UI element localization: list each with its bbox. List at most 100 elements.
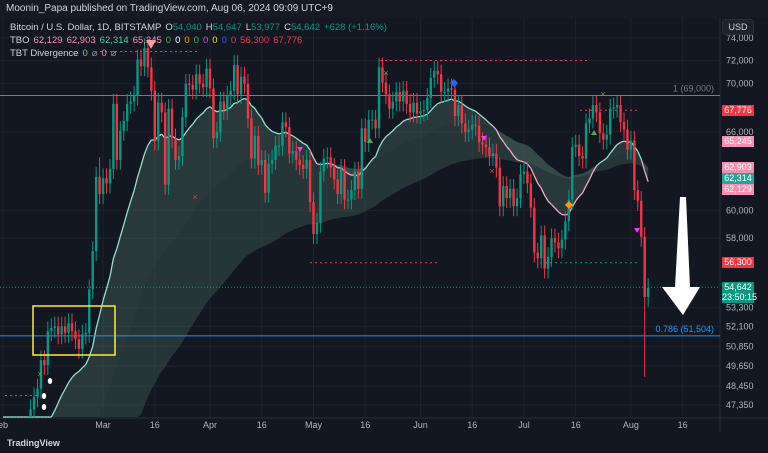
candle-body	[546, 256, 550, 269]
candle-body	[377, 67, 381, 129]
ma-line-segment	[547, 200, 553, 206]
ma-line-segment	[485, 119, 490, 124]
candle-body	[602, 133, 605, 140]
candle-body	[436, 70, 439, 75]
y-tick-label: 50,850	[726, 341, 754, 351]
candle-body	[646, 287, 650, 297]
ma-line-segment	[409, 116, 414, 120]
ma-line-segment	[306, 144, 311, 151]
ma-line-segment	[606, 152, 611, 159]
candle-body	[336, 179, 339, 195]
x-tick-label: Mar	[95, 420, 111, 430]
ma-line-segment	[502, 141, 508, 148]
candle-body	[515, 198, 519, 207]
y-tick-label: 60,000	[726, 205, 754, 215]
close-value: 54,642	[290, 22, 321, 33]
candle-body	[398, 91, 401, 102]
candle-body	[453, 89, 457, 117]
ma-line-segment	[333, 164, 339, 169]
candle-body	[112, 103, 115, 169]
symbol-title: Bitcoin / U.S. Dollar, 1D, BITSTAMP	[10, 22, 162, 33]
candle-body	[57, 326, 60, 335]
candle-body	[267, 163, 270, 193]
ma-line-segment	[230, 102, 235, 108]
ma-line-segment	[489, 122, 494, 127]
candle-body	[550, 238, 553, 257]
candle-body	[329, 157, 332, 168]
candle-body	[284, 122, 288, 128]
candle-body	[443, 91, 446, 93]
currency-button[interactable]: USD	[722, 19, 754, 35]
ma-line-segment	[461, 102, 466, 107]
candle-body	[502, 186, 505, 207]
ma-line-segment	[126, 201, 132, 213]
candle-body	[357, 171, 360, 189]
candle-body	[174, 138, 177, 160]
candle-body	[629, 140, 633, 150]
candle-body	[374, 119, 377, 129]
ma-line-segment	[275, 132, 280, 135]
candle-body	[322, 158, 326, 172]
candle-body	[160, 102, 163, 113]
ma-line-segment	[299, 140, 304, 144]
candle-body	[163, 112, 167, 185]
ma-line-segment	[188, 123, 194, 129]
candle-body	[615, 105, 619, 108]
close-label: C	[284, 22, 291, 33]
price-label: 23:50:15	[722, 292, 758, 304]
candle-body	[381, 67, 384, 83]
candle-body	[46, 331, 50, 366]
tbt-value: 0	[101, 48, 107, 59]
candle-body	[508, 188, 512, 199]
bottom-signal-marker	[47, 378, 53, 384]
ma-line-segment	[261, 117, 266, 126]
candle-body	[367, 119, 370, 143]
ma-line-segment	[613, 144, 618, 150]
cross-marker: ×	[37, 369, 42, 379]
tbt-legend[interactable]: TBT Divergence 0 ⌀ 0 ⌀	[10, 48, 121, 59]
tbo-value: 56,300	[240, 35, 270, 46]
candle-body	[460, 105, 464, 124]
candle-body	[188, 83, 191, 85]
tbo-legend[interactable]: TBO 62,129 62,903 62,314 65,245 0 0 0 0 0 0 0 0 56,30…	[10, 35, 306, 46]
candle-body	[384, 82, 388, 95]
ma-line-segment	[199, 112, 204, 117]
ma-line-segment	[561, 213, 566, 216]
price-chart[interactable]: 74,000 72,000 70,000 66,000 60,000 58,000 53,3…	[0, 18, 768, 431]
diamond-marker	[565, 201, 573, 209]
candle-body	[574, 144, 577, 148]
candle-body	[43, 360, 46, 366]
candle-body	[571, 147, 574, 200]
candle-body	[543, 235, 546, 269]
tbo-value: 62,314	[99, 35, 129, 46]
candle-body	[260, 159, 263, 166]
ma-line-segment	[264, 124, 270, 129]
candle-body	[246, 83, 250, 119]
candle-body	[536, 252, 539, 259]
candle-body	[433, 70, 436, 78]
tbo-value: 0	[165, 35, 172, 46]
candle-body	[270, 159, 274, 164]
ma-line-segment	[68, 377, 73, 384]
candle-body	[540, 235, 543, 259]
ma-line-segment	[347, 173, 352, 176]
candle-body	[201, 83, 205, 88]
ma-line-segment	[582, 185, 587, 194]
ma-line-segment	[616, 141, 621, 146]
tradingview-logo: TradingView	[7, 438, 60, 448]
candle-body	[181, 117, 184, 157]
candle-body	[395, 91, 398, 102]
candle-body	[305, 159, 308, 169]
tbo-value: 65,245	[132, 35, 162, 46]
ma-line-segment	[54, 402, 59, 411]
candle-body	[281, 122, 284, 146]
x-tick-label: 16	[467, 420, 477, 430]
candle-body	[419, 111, 422, 114]
candle-body	[560, 239, 564, 249]
ma-line-segment	[254, 108, 259, 115]
ma-line-segment	[392, 126, 397, 132]
candle-body	[350, 190, 353, 200]
high-value: 54,647	[212, 22, 242, 33]
candle-body	[584, 123, 588, 159]
divergence-marker	[481, 136, 487, 141]
